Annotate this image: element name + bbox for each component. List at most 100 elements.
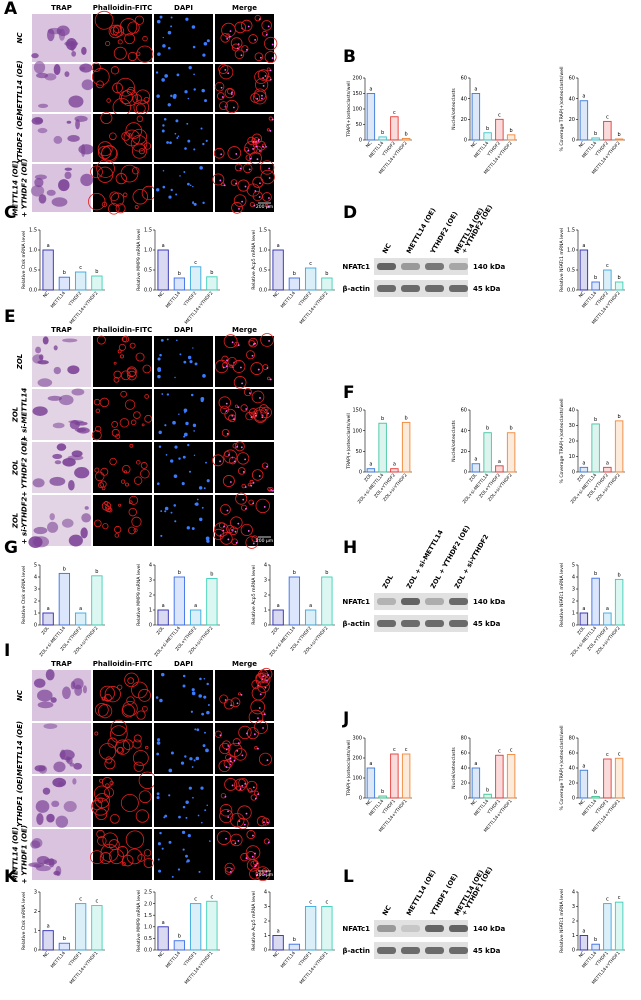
nucleus <box>194 502 198 506</box>
band <box>401 598 420 605</box>
significance-letter: a <box>498 459 501 465</box>
y-axis-label: Nuclei/osteoclasts <box>451 420 457 462</box>
band-name: NFATc1 <box>342 598 370 606</box>
nucleus <box>229 870 232 873</box>
nucleus <box>192 45 196 49</box>
panel-letter: K <box>4 867 18 887</box>
significance-letter: b <box>210 572 213 578</box>
nucleus <box>196 728 200 732</box>
significance-letter: a <box>582 763 585 769</box>
stain <box>74 115 88 122</box>
nucleus <box>186 859 190 863</box>
nucleus <box>245 48 248 51</box>
nucleus <box>263 873 266 876</box>
nucleus <box>263 506 266 508</box>
actin-ring <box>234 163 243 172</box>
bar <box>579 100 589 141</box>
actin-ring <box>264 36 278 51</box>
nucleus <box>226 37 229 40</box>
actin-ring <box>117 349 122 354</box>
nucleus <box>181 482 185 486</box>
nucleus <box>193 454 196 457</box>
actin-ring <box>237 805 252 820</box>
actin-ring <box>134 15 145 25</box>
nucleus <box>242 498 245 501</box>
actin-ring <box>133 476 143 485</box>
nucleus <box>159 15 163 19</box>
bar <box>603 758 612 799</box>
y-tick-label: 2 <box>264 593 267 599</box>
actin-ring <box>135 352 145 362</box>
actin-ring <box>95 425 102 432</box>
lane-label: ZOL <box>381 574 395 590</box>
actin-ring <box>129 443 134 448</box>
nucleus <box>179 353 182 356</box>
actin-ring <box>125 482 129 487</box>
y-tick-label: 0.0 <box>259 288 267 294</box>
stain <box>81 143 86 157</box>
nucleus <box>271 57 274 59</box>
actin-ring <box>241 483 246 489</box>
panel-letter: B <box>343 47 356 67</box>
y-tick-label: 1.0 <box>567 248 575 254</box>
bar <box>483 793 492 799</box>
actin-ring <box>106 98 111 103</box>
significance-letter: b <box>381 789 384 795</box>
stain <box>82 685 87 694</box>
stain <box>74 421 88 426</box>
stain <box>68 534 83 547</box>
nucleus <box>239 788 242 791</box>
actin-ring <box>141 423 145 427</box>
actin-ring <box>219 101 228 111</box>
bar <box>471 463 481 473</box>
actin-ring <box>97 145 112 160</box>
nucleus <box>157 858 160 861</box>
category-label: ZOL <box>576 625 587 636</box>
category-label: METTL14+YTHDF2 <box>183 290 214 325</box>
stain <box>37 689 53 702</box>
nucleus <box>264 686 267 689</box>
stain <box>34 117 43 124</box>
significance-letter: b <box>63 566 66 572</box>
nucleus <box>240 446 243 449</box>
y-axis-label: Relative Acp5 mRNA level <box>251 565 257 625</box>
nucleus <box>185 421 189 426</box>
nucleus <box>199 166 203 170</box>
bar <box>614 578 624 626</box>
panel-letter: I <box>4 641 10 661</box>
actin-ring <box>228 456 237 465</box>
bar <box>272 249 284 291</box>
band-size: 140 kDa <box>473 925 506 933</box>
nucleus <box>170 459 174 463</box>
nucleus <box>183 408 188 413</box>
stain <box>32 406 48 416</box>
stain <box>36 813 44 825</box>
nucleus <box>204 731 206 734</box>
y-tick-label: 20 <box>461 781 467 787</box>
y-tick-label: 200 <box>352 756 362 762</box>
actin-ring <box>254 720 268 734</box>
nucleus <box>166 141 169 144</box>
actin-ring <box>137 854 146 862</box>
category-label: ZOL <box>40 625 51 636</box>
category-label: METTL14+YTHDF1 <box>183 950 214 985</box>
actin-ring <box>238 692 241 696</box>
stain <box>42 336 49 345</box>
row-label: ZOL <box>12 513 20 530</box>
actin-ring <box>268 116 273 121</box>
nucleus <box>256 158 259 161</box>
category-label: NC <box>578 140 587 149</box>
bar <box>91 575 103 626</box>
y-tick-label: 50 <box>356 449 362 455</box>
stain <box>37 378 53 387</box>
nucleus <box>157 52 161 56</box>
nucleus <box>185 854 188 858</box>
nucleus <box>204 99 207 103</box>
panel-letter: C <box>4 203 16 223</box>
actin-ring <box>225 99 239 114</box>
category-label: YTHDF2 <box>297 290 314 308</box>
actin-ring <box>112 82 123 94</box>
nucleus <box>244 782 247 785</box>
bar <box>603 269 612 291</box>
significance-letter: a <box>474 761 477 767</box>
